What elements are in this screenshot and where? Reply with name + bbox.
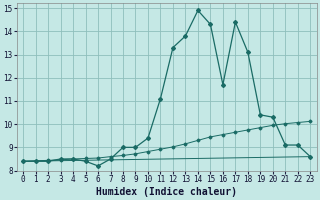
X-axis label: Humidex (Indice chaleur): Humidex (Indice chaleur) bbox=[96, 186, 237, 197]
